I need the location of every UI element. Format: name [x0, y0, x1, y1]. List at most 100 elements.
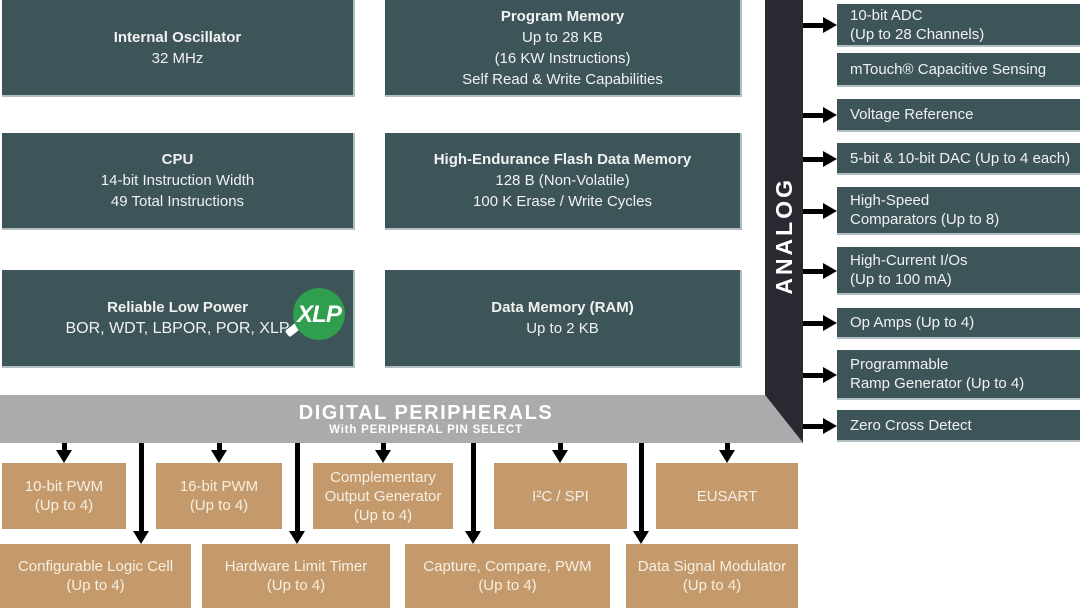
box-line: (Up to 4) [478, 577, 537, 594]
arrow-down-icon [139, 443, 144, 531]
arrow-down-icon [289, 531, 305, 544]
arrow-down-icon [56, 450, 72, 463]
box-title: Program Memory [500, 7, 625, 25]
arrow-down-icon [471, 443, 476, 531]
box-line: (Up to 4) [682, 577, 742, 594]
arrow-down-icon [133, 531, 149, 544]
arrow-right-icon [823, 263, 837, 279]
box-line: 14-bit Instruction Width [100, 172, 255, 189]
box-line: EUSART [696, 487, 758, 505]
arrow-down-icon [725, 443, 730, 451]
arrow-down-icon [719, 450, 735, 463]
arrow-down-icon [62, 443, 67, 451]
arrow-right-icon [803, 424, 823, 429]
arrow-down-icon [633, 531, 649, 544]
pwm-10bit-box: 10-bit PWM (Up to 4) [2, 463, 126, 529]
box-line: Data Signal Modulator [637, 558, 787, 575]
box-line: Complementary [330, 468, 436, 486]
arrow-right-icon [803, 321, 823, 326]
box-line: Programmable [850, 356, 949, 373]
arrow-right-icon [803, 157, 823, 162]
digital-peripherals-title: DIGITAL PERIPHERALS [298, 401, 554, 424]
box-line: (16 KW Instructions) [494, 49, 631, 67]
box-line: (Up to 100 mA) [850, 271, 952, 288]
box-title: Internal Oscillator [113, 28, 242, 46]
capture-compare-pwm-box: Capture, Compare, PWM (Up to 4) [405, 544, 610, 608]
arrow-right-icon [803, 209, 823, 214]
box-line: (Up to 4) [189, 497, 249, 514]
box-line: 100 K Erase / Write Cycles [473, 193, 652, 210]
arrow-right-icon [803, 113, 823, 118]
dac-box: 5-bit & 10-bit DAC (Up to 4 each) [837, 143, 1080, 175]
configurable-logic-cell-box: Configurable Logic Cell (Up to 4) [0, 544, 191, 608]
box-line: Ramp Generator (Up to 4) [850, 375, 1025, 392]
digital-peripherals-subtitle: With PERIPHERAL PIN SELECT [329, 423, 523, 436]
analog-sidebar: ANALOG [765, 0, 803, 443]
box-title: High-Endurance Flash Data Memory [433, 151, 692, 168]
comparators-box: High-Speed Comparators (Up to 8) [837, 187, 1080, 235]
i2c-spi-box: I²C / SPI [494, 463, 627, 529]
arrow-down-icon [558, 443, 563, 451]
xlp-logo-text: XLP [297, 300, 342, 328]
box-line: (Up to 4) [353, 506, 413, 524]
box-title: CPU [161, 151, 194, 168]
box-line: Configurable Logic Cell [17, 558, 174, 575]
box-line: 10-bit ADC [850, 6, 923, 24]
op-amps-box: Op Amps (Up to 4) [837, 308, 1080, 339]
box-title: Reliable Low Power [107, 299, 248, 316]
arrow-right-icon [823, 107, 837, 123]
ramp-generator-box: Programmable Ramp Generator (Up to 4) [837, 350, 1080, 400]
arrow-right-icon [823, 418, 837, 434]
reliable-low-power-box: Reliable Low Power BOR, WDT, LBPOR, POR,… [2, 270, 355, 368]
box-line: 49 Total Instructions [110, 193, 245, 210]
data-memory-ram-box: Data Memory (RAM) Up to 2 KB [385, 270, 742, 368]
arrow-right-icon [823, 17, 837, 33]
box-line: Zero Cross Detect [850, 416, 972, 434]
digital-peripherals-bar: DIGITAL PERIPHERALS With PERIPHERAL PIN … [0, 395, 803, 443]
box-line: (Up to 4) [34, 497, 94, 514]
adc-box: 10-bit ADC (Up to 28 Channels) [837, 4, 1080, 47]
arrow-right-icon [803, 23, 823, 28]
arrow-right-icon [823, 151, 837, 167]
mtouch-box: mTouch® Capacitive Sensing [837, 53, 1080, 87]
box-line: Op Amps (Up to 4) [850, 314, 975, 331]
box-line: I²C / SPI [532, 487, 589, 505]
box-line: 10-bit PWM [24, 478, 104, 495]
arrow-down-icon [211, 450, 227, 463]
xlp-logo: XLP [284, 288, 345, 340]
zero-cross-box: Zero Cross Detect [837, 410, 1080, 442]
box-line: (Up to 4) [66, 577, 125, 594]
arrow-right-icon [823, 315, 837, 331]
cpu-box: CPU 14-bit Instruction Width 49 Total In… [2, 133, 355, 230]
voltage-reference-box: Voltage Reference [837, 99, 1080, 132]
box-line: High-Speed [850, 192, 930, 209]
complementary-output-generator-box: Complementary Output Generator (Up to 4) [313, 463, 453, 529]
hardware-limit-timer-box: Hardware Limit Timer (Up to 4) [202, 544, 390, 608]
analog-sidebar-label: ANALOG [770, 176, 797, 295]
high-endurance-flash-box: High-Endurance Flash Data Memory 128 B (… [385, 133, 742, 230]
box-line: BOR, WDT, LBPOR, POR, XLP [65, 320, 290, 337]
eusart-box: EUSART [656, 463, 798, 529]
arrow-down-icon [295, 443, 300, 531]
box-line: 32 MHz [151, 49, 204, 67]
arrow-down-icon [375, 450, 391, 463]
arrow-down-icon [217, 443, 222, 451]
box-line: mTouch® Capacitive Sensing [850, 60, 1047, 78]
arrow-down-icon [552, 450, 568, 463]
arrow-right-icon [803, 269, 823, 274]
box-line: High-Current I/Os [850, 252, 968, 269]
box-line: (Up to 28 Channels) [850, 25, 985, 43]
arrow-down-icon [465, 531, 481, 544]
high-current-io-box: High-Current I/Os (Up to 100 mA) [837, 247, 1080, 295]
box-line: Up to 2 KB [526, 320, 599, 337]
box-line: 128 B (Non-Volatile) [495, 172, 630, 189]
arrow-right-icon [823, 203, 837, 219]
arrow-right-icon [803, 373, 823, 378]
box-line: 5-bit & 10-bit DAC (Up to 4 each) [850, 149, 1071, 167]
arrow-down-icon [381, 443, 386, 451]
digital-peripherals-labels: DIGITAL PERIPHERALS With PERIPHERAL PIN … [0, 395, 803, 443]
box-line: Capture, Compare, PWM [423, 558, 592, 575]
box-line: Up to 28 KB [522, 28, 603, 46]
arrow-right-icon [823, 367, 837, 383]
